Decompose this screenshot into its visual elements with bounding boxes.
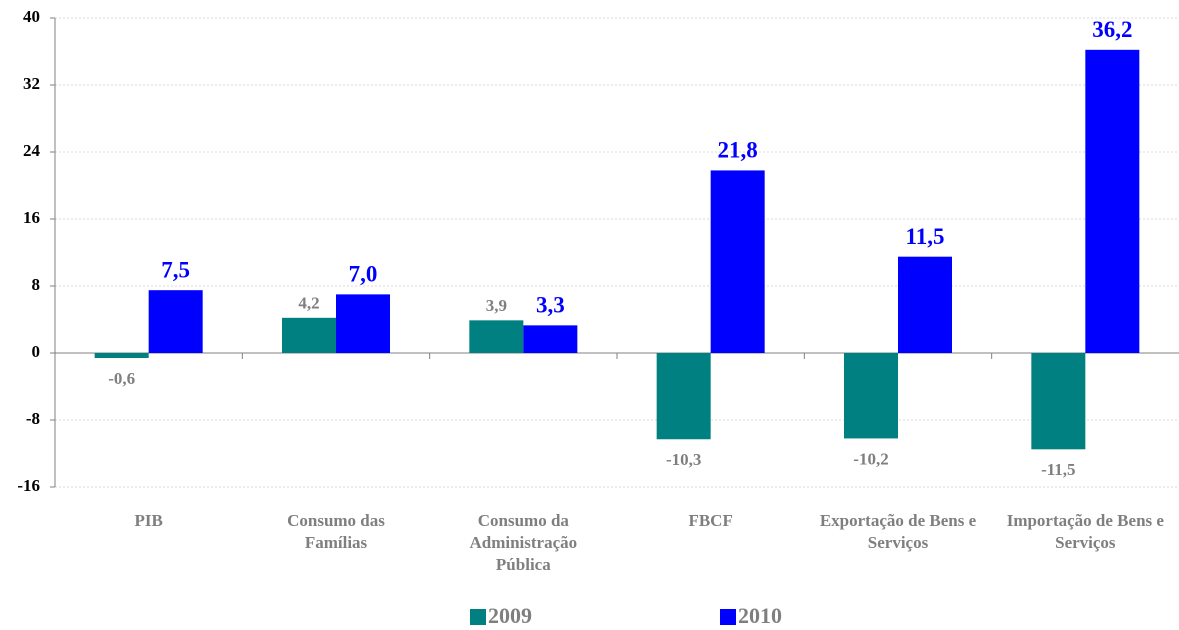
value-label: 36,2 <box>1092 17 1132 42</box>
legend-swatch <box>470 609 486 625</box>
value-label: -10,3 <box>666 450 701 469</box>
value-label: 21,8 <box>718 138 758 163</box>
legend-label: 2010 <box>738 603 782 628</box>
y-tick-label: 24 <box>23 141 41 160</box>
y-tick-label: 16 <box>23 208 40 227</box>
x-tick-label: FBCF <box>688 511 733 530</box>
value-label: 7,0 <box>349 262 378 287</box>
y-tick-label: 40 <box>23 7 40 26</box>
x-tick-label: PIB <box>134 511 163 530</box>
bar <box>844 353 898 439</box>
bar <box>523 325 578 353</box>
value-label: 3,3 <box>536 293 565 318</box>
value-label: -10,2 <box>853 449 888 468</box>
bar <box>656 353 711 440</box>
value-label: -0,6 <box>108 369 135 388</box>
bar <box>710 170 765 353</box>
bar <box>1085 49 1140 353</box>
value-label: 3,9 <box>486 296 507 315</box>
legend-label: 2009 <box>488 603 532 628</box>
x-tick-label: Exportação de Bens e Serviços <box>819 511 977 552</box>
bar <box>148 290 203 353</box>
x-tick-label: Consumo da Administração Pública <box>469 511 578 574</box>
y-tick-label: -16 <box>17 476 40 495</box>
x-tick-label: Importação de Bens e Serviços <box>1006 511 1164 552</box>
bar <box>282 317 336 353</box>
value-label: -11,5 <box>1041 460 1075 479</box>
value-label: 7,5 <box>161 257 190 282</box>
y-tick-label: 8 <box>32 275 41 294</box>
bar <box>898 256 952 353</box>
y-tick-label: 32 <box>23 74 40 93</box>
bar <box>1031 353 1086 450</box>
x-tick-label: Consumo das Famílias <box>287 511 385 552</box>
bar <box>336 294 390 353</box>
value-label: 4,2 <box>298 294 319 313</box>
y-tick-label: -8 <box>26 409 40 428</box>
legend-swatch <box>720 609 736 625</box>
bar <box>469 320 524 353</box>
value-label: 11,5 <box>906 224 945 249</box>
bar <box>94 353 149 359</box>
y-tick-label: 0 <box>32 342 41 361</box>
